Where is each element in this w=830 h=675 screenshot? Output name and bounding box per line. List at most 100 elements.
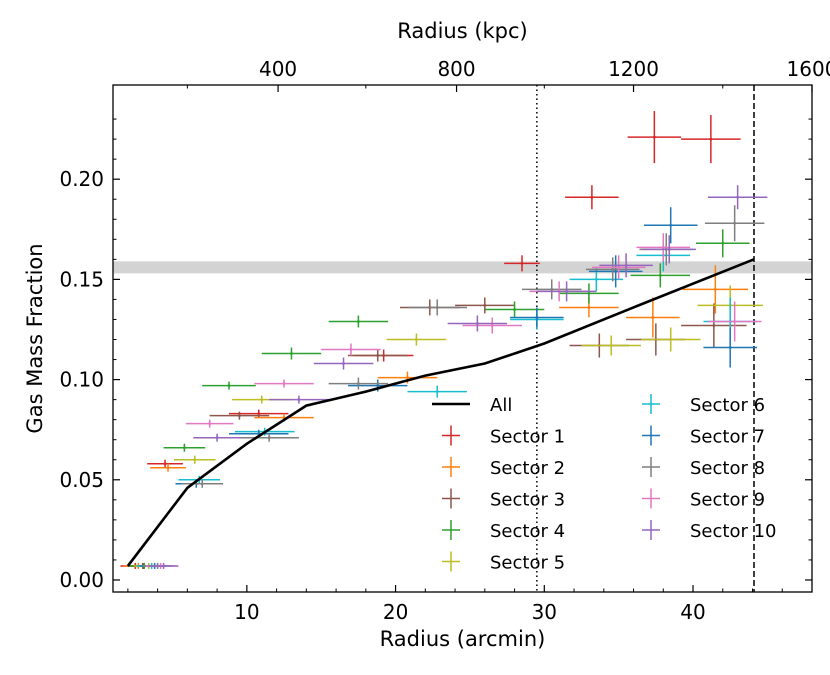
- data-point: [376, 354, 380, 357]
- data-point: [594, 277, 598, 281]
- data-point: [520, 261, 524, 265]
- data-point: [617, 265, 621, 269]
- axes-layer: 10 20 30 40 0.00 0.05 0.10 0.15 0.20 400 800 1200 16…: [23, 19, 830, 651]
- data-point: [712, 324, 716, 327]
- y-tick-label: 0.15: [59, 267, 104, 291]
- top-axis-title: Radius (kpc): [397, 19, 528, 43]
- errorbar-point: [581, 335, 641, 356]
- data-point: [260, 398, 264, 402]
- legend: All Sector 1 Sector 2 Sector 3 Sector 4 Secto…: [432, 394, 777, 574]
- data-point: [611, 267, 615, 271]
- data-point: [435, 390, 439, 394]
- errorbar-point: [328, 315, 389, 328]
- legend-label: Sector 5: [490, 553, 565, 574]
- series-9: [145, 233, 762, 569]
- data-point: [282, 382, 286, 385]
- all-profile-layer: [126, 258, 755, 567]
- errorbar-point: [681, 115, 741, 164]
- legend-label: All: [490, 395, 512, 416]
- legend-entry: Sector 8: [642, 457, 765, 479]
- errorbar-point: [627, 111, 682, 164]
- data-point: [609, 344, 613, 347]
- data-point: [669, 338, 673, 341]
- data-point: [733, 221, 737, 225]
- errorbar-point: [643, 207, 698, 244]
- plot-frame: [112, 84, 813, 593]
- series-2: [123, 265, 749, 569]
- errorbar-point: [504, 255, 540, 272]
- top-tick-label: 1200: [608, 57, 659, 81]
- data-point: [162, 564, 165, 568]
- data-point: [624, 263, 628, 267]
- legend-label: Sector 4: [490, 521, 565, 542]
- errorbar-point: [703, 327, 757, 368]
- top-tick-label: 800: [437, 57, 475, 81]
- errorbar-point: [209, 411, 270, 420]
- errorbar-point: [588, 255, 643, 288]
- data-point: [215, 436, 219, 440]
- top-tick-label: 400: [259, 57, 297, 81]
- errorbar-point: [636, 233, 691, 262]
- errorbar-point: [591, 255, 646, 280]
- series-3: [127, 297, 747, 569]
- x-axis-title: Radius (arcmin): [380, 627, 546, 651]
- errorbar-point: [347, 349, 408, 362]
- errorbar-point: [407, 299, 467, 316]
- data-point: [535, 316, 539, 319]
- legend-entry: Sector 1: [442, 425, 565, 448]
- y-tick-label: 0.05: [59, 468, 104, 492]
- legend-label: Sector 10: [690, 521, 777, 542]
- legend-label: Sector 1: [490, 427, 565, 448]
- all-profile-line: [126, 258, 755, 567]
- errorbar-point: [150, 463, 186, 472]
- series-10: [148, 185, 768, 569]
- y-tick-label: 0.00: [59, 568, 104, 592]
- x-tick-label: 30: [532, 600, 557, 624]
- data-point: [297, 398, 301, 402]
- y-tick-label: 0.20: [59, 167, 104, 191]
- errorbar-point: [599, 253, 653, 278]
- legend-entry: Sector 6: [642, 394, 765, 416]
- data-point: [565, 290, 569, 293]
- data-point: [414, 338, 418, 341]
- x-tick-label: 10: [234, 600, 259, 624]
- legend-label: Sector 6: [690, 395, 765, 416]
- data-point: [163, 462, 167, 466]
- data-point: [713, 288, 717, 291]
- errorbar-point: [321, 343, 381, 356]
- errorbar-point: [630, 263, 691, 288]
- data-point: [342, 362, 345, 365]
- data-point: [193, 458, 197, 462]
- data-point: [658, 273, 662, 277]
- errorbar-point: [254, 379, 314, 388]
- data-point: [349, 348, 353, 351]
- y-tick-label: 0.10: [59, 368, 104, 392]
- data-point: [587, 292, 591, 295]
- errorbar-point: [559, 283, 619, 304]
- errorbar-point: [377, 371, 438, 384]
- reference-band-layer: [113, 261, 812, 274]
- series-8: [142, 205, 765, 569]
- legend-entry: Sector 5: [442, 551, 565, 574]
- series-4: [129, 229, 750, 569]
- errorbar-point: [707, 185, 768, 210]
- top-tick-label: 1600: [787, 57, 830, 81]
- legend-label: Sector 3: [490, 490, 565, 511]
- errorbar-point: [521, 279, 582, 300]
- errorbar-point: [536, 281, 597, 302]
- data-point: [513, 308, 516, 311]
- errorbar-point: [185, 419, 234, 428]
- data-point: [733, 320, 737, 323]
- data-point: [356, 320, 360, 323]
- errorbar-point: [269, 395, 329, 404]
- data-point: [728, 346, 732, 349]
- data-point: [490, 324, 494, 327]
- legend-entry: Sector 2: [442, 457, 565, 479]
- errorbar-point: [328, 377, 389, 390]
- errorbar-point: [565, 185, 619, 210]
- data-point: [227, 384, 231, 387]
- errorbar-point: [695, 229, 750, 258]
- legend-entry: Sector 7: [642, 425, 765, 448]
- data-point: [652, 135, 656, 139]
- data-point: [651, 316, 655, 319]
